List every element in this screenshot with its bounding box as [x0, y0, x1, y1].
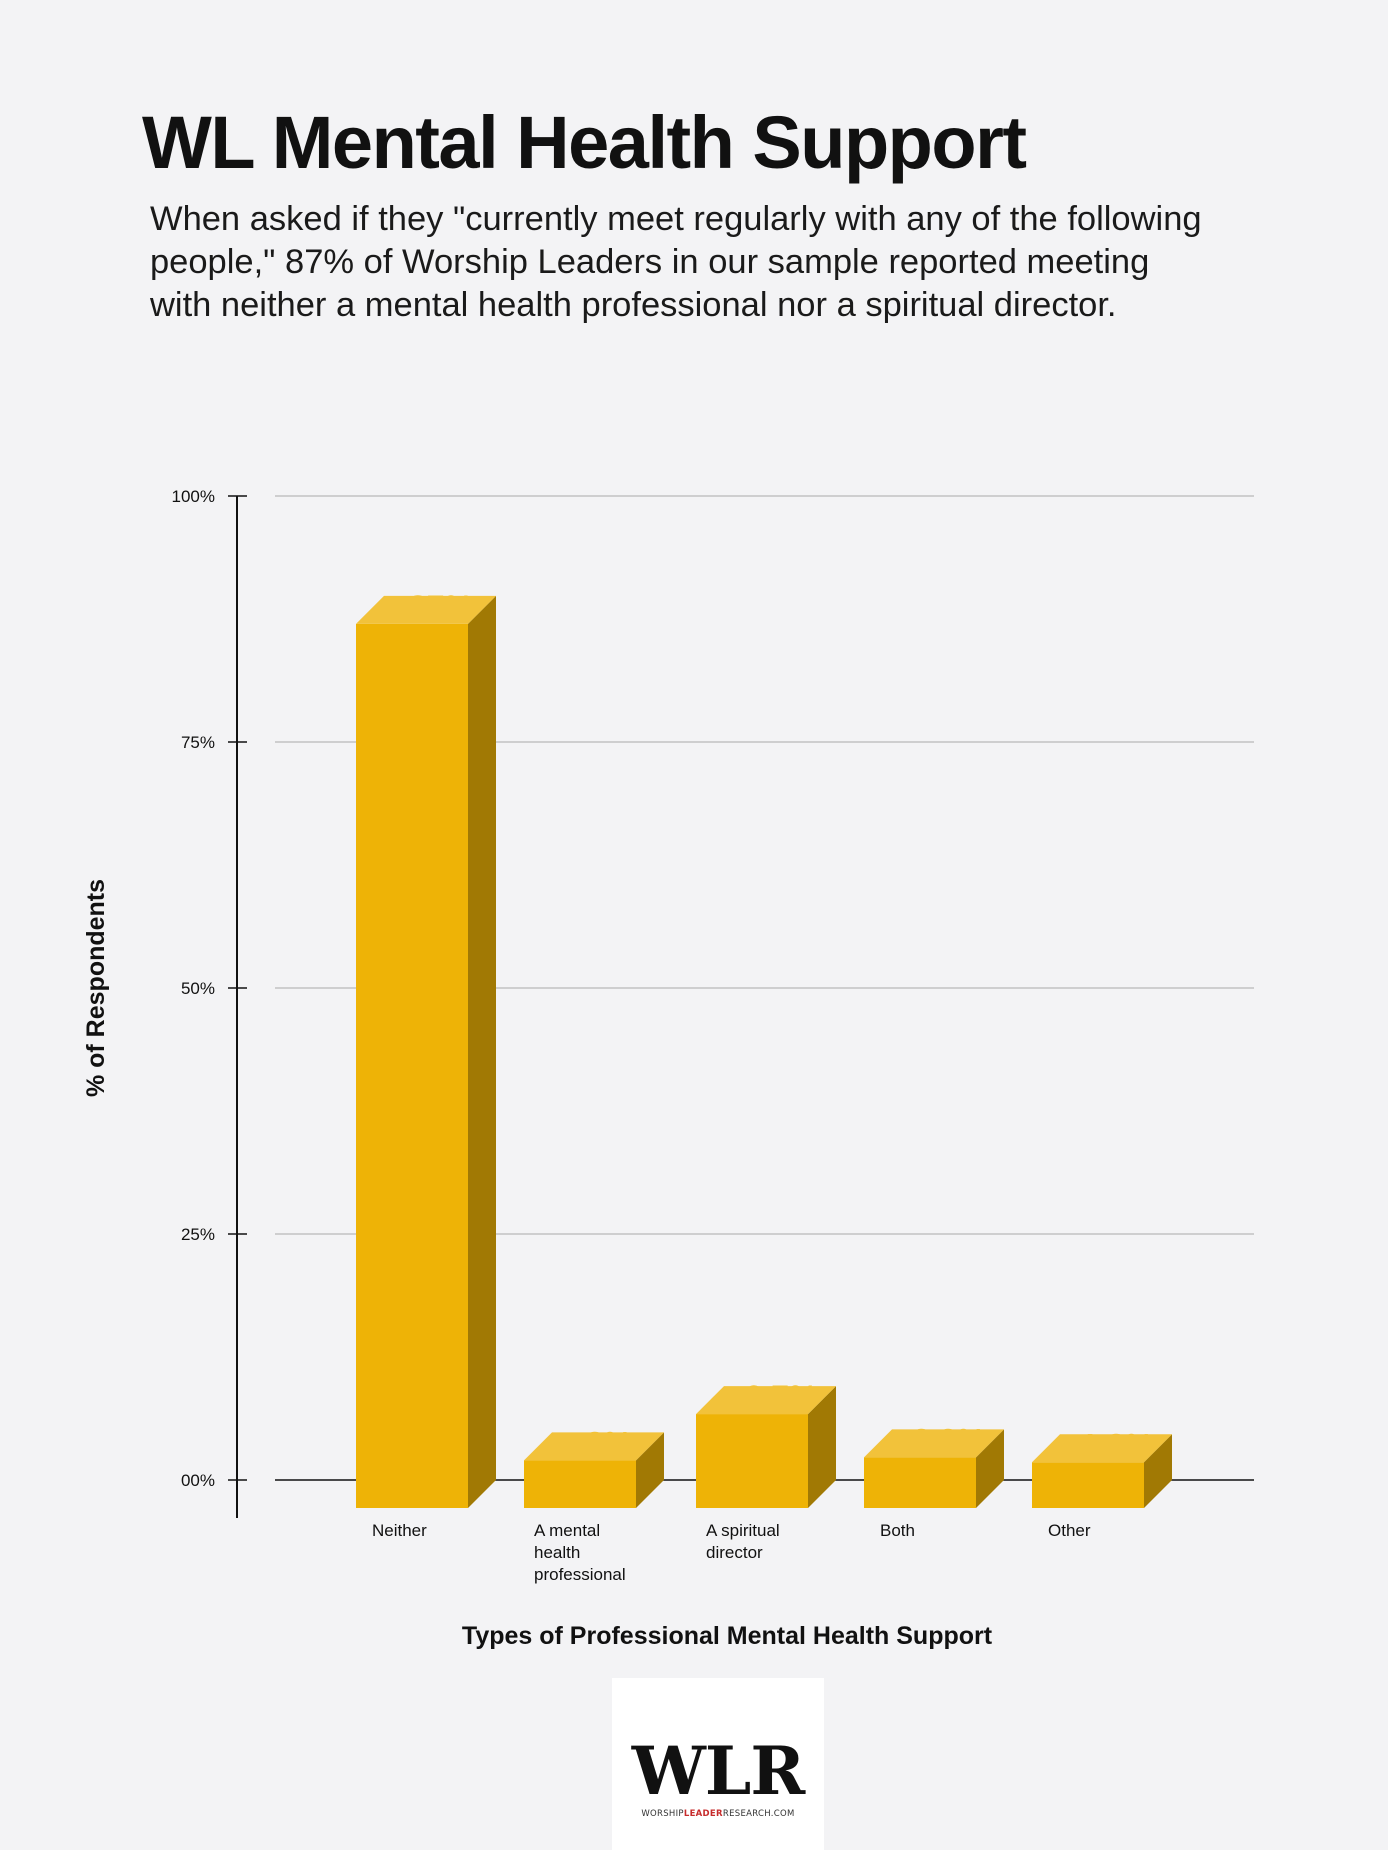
bar-top	[864, 1429, 1004, 1458]
logo-mark: WLR	[631, 1732, 805, 1810]
x-axis-categories: Neither A mental health professional A spiri…	[372, 1521, 1091, 1584]
bar-front	[356, 623, 468, 1508]
bar-top	[524, 1432, 664, 1461]
x-category-label: Neither	[372, 1521, 427, 1540]
logo-url-part: RESEARCH.COM	[722, 1809, 795, 1819]
bar-side	[468, 595, 496, 1508]
logo-url-accent: LEADER	[683, 1809, 723, 1819]
bar-side	[636, 1432, 664, 1508]
bar-side	[1144, 1434, 1172, 1508]
bar-side	[808, 1386, 836, 1508]
bar	[1032, 1434, 1172, 1508]
x-category-label: Other	[1048, 1521, 1091, 1540]
bar	[356, 595, 496, 1508]
bar-top	[356, 595, 496, 624]
bars	[356, 595, 1172, 1508]
y-axis: 100% 75% 50% 25% 00%	[172, 487, 247, 1518]
bar	[524, 1432, 664, 1508]
y-tick-label: 75%	[181, 733, 215, 752]
bar-top	[696, 1386, 836, 1415]
y-axis-title: % of Respondents	[82, 879, 110, 1097]
data-labels: 87%2%6.7%2.3%1.8%	[409, 589, 1153, 1463]
logo-url: WORSHIPLEADERRESEARCH.COM	[612, 1809, 824, 1819]
bar-front	[696, 1414, 808, 1508]
y-tick-label: 00%	[181, 1471, 215, 1490]
x-category-label: A mental	[534, 1521, 600, 1540]
bar-top	[1032, 1434, 1172, 1463]
subtitle-line: people," 87% of Worship Leaders in our s…	[150, 243, 1150, 281]
x-category-label: director	[706, 1543, 763, 1562]
x-axis-title: Types of Professional Mental Health Supp…	[462, 1622, 993, 1650]
x-category-label: Both	[880, 1521, 915, 1540]
x-category-label: health	[534, 1543, 580, 1562]
wlr-logo: WLR WORSHIPLEADERRESEARCH.COM	[612, 1678, 824, 1850]
y-tick-label: 100%	[172, 487, 215, 506]
bar	[696, 1386, 836, 1508]
bar-front	[524, 1460, 636, 1508]
page-title: WL Mental Health Support	[142, 101, 1027, 184]
y-tick-label: 50%	[181, 979, 215, 998]
bar	[864, 1429, 1004, 1508]
y-tick-label: 25%	[181, 1225, 215, 1244]
bar-front	[1032, 1462, 1144, 1508]
logo-url-part: WORSHIP	[641, 1809, 684, 1819]
x-category-label: A spiritual	[706, 1521, 780, 1540]
x-category-label: professional	[534, 1565, 626, 1584]
bar-front	[864, 1457, 976, 1508]
subtitle-line: When asked if they "currently meet regul…	[150, 200, 1202, 238]
subtitle-line: with neither a mental health professiona…	[150, 286, 1117, 324]
page-subtitle: When asked if they "currently meet regul…	[150, 198, 1300, 327]
bar-side	[976, 1429, 1004, 1508]
